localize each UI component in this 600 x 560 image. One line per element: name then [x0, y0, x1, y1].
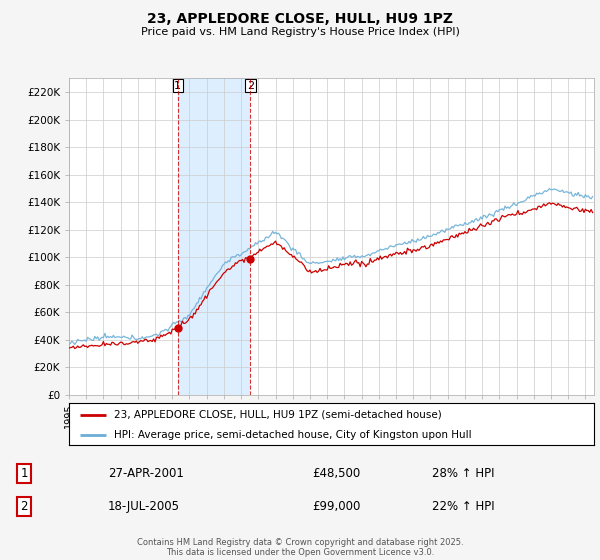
Text: Price paid vs. HM Land Registry's House Price Index (HPI): Price paid vs. HM Land Registry's House … [140, 27, 460, 37]
Text: 23, APPLEDORE CLOSE, HULL, HU9 1PZ (semi-detached house): 23, APPLEDORE CLOSE, HULL, HU9 1PZ (semi… [113, 409, 442, 419]
Text: 2: 2 [247, 81, 254, 91]
Text: 27-APR-2001: 27-APR-2001 [108, 466, 184, 480]
Text: 1: 1 [20, 466, 28, 480]
Text: £48,500: £48,500 [312, 466, 360, 480]
Text: Contains HM Land Registry data © Crown copyright and database right 2025.
This d: Contains HM Land Registry data © Crown c… [137, 538, 463, 557]
Text: 28% ↑ HPI: 28% ↑ HPI [432, 466, 494, 480]
Text: 18-JUL-2005: 18-JUL-2005 [108, 500, 180, 514]
Bar [178, 78, 250, 395]
Text: 23, APPLEDORE CLOSE, HULL, HU9 1PZ: 23, APPLEDORE CLOSE, HULL, HU9 1PZ [147, 12, 453, 26]
Text: 1: 1 [174, 81, 181, 91]
Text: 2: 2 [20, 500, 28, 514]
Text: £99,000: £99,000 [312, 500, 361, 514]
Text: 22% ↑ HPI: 22% ↑ HPI [432, 500, 494, 514]
Text: HPI: Average price, semi-detached house, City of Kingston upon Hull: HPI: Average price, semi-detached house,… [113, 430, 471, 440]
